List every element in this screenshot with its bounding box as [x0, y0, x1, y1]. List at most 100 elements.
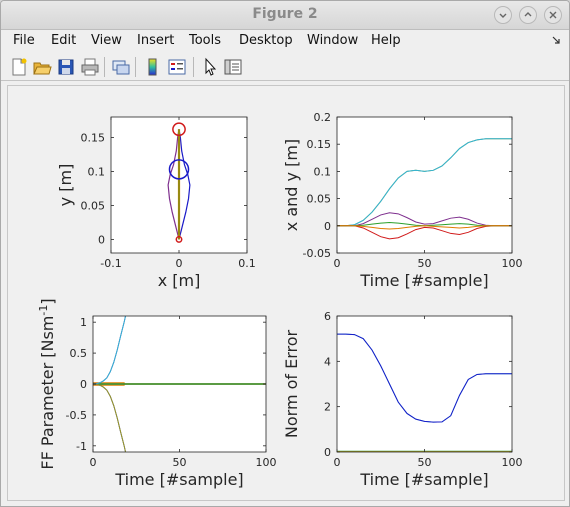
menu-tools[interactable]: Tools [189, 33, 222, 48]
y-axis-label-text: FF Parameter [Nsm [38, 316, 57, 470]
new-figure-icon[interactable] [9, 57, 29, 77]
series-line-2 [337, 138, 512, 227]
menu-bar: File Edit View Insert Tools Desktop Wind… [1, 30, 569, 52]
x-tick-label: 0 [334, 257, 341, 270]
series-line-6 [337, 225, 512, 230]
series-line-4 [93, 383, 127, 452]
toolbar-separator [135, 57, 136, 77]
legend-icon[interactable] [167, 57, 187, 77]
x-axis-label: Time [#sample] [114, 470, 243, 489]
window-title: Figure 2 [252, 6, 318, 22]
series-line-3 [337, 212, 512, 227]
menu-view[interactable]: View [91, 33, 122, 48]
figure-canvas: -0.1 0 0.1 0 0.05 0.1 0.15 x [m] y [m] 0 50 100 -0.0… [7, 85, 565, 501]
close-icon [549, 11, 557, 19]
y-tick-label: 0.05 [81, 199, 106, 212]
x-axis-label: x [m] [158, 271, 201, 290]
y-tick-label: -0.05 [303, 247, 331, 260]
target-circle-1 [172, 122, 186, 137]
x-tick-label: 0 [176, 257, 183, 270]
y-tick-label: 0.2 [314, 111, 332, 124]
y-tick-label: 0 [324, 220, 331, 233]
menu-insert[interactable]: Insert [137, 33, 175, 48]
y-axis-label-superscript: -1 [37, 305, 50, 316]
x-tick-label: 0 [90, 456, 97, 469]
axes-background [337, 316, 512, 452]
menu-window[interactable]: Window [307, 33, 359, 48]
plot-area [337, 138, 512, 240]
x-tick-label: -0.1 [100, 257, 121, 270]
axes-4[interactable]: 0 50 100 0 2 4 6 Time [#sample] Norm of Error [282, 310, 523, 489]
trajectory-right-curve [178, 129, 191, 240]
y-tick-label: 0 [98, 233, 105, 246]
plot-area [93, 316, 266, 452]
y-tick-label: 4 [324, 355, 331, 368]
target-circle-3 [175, 235, 183, 243]
figure-axes-container: -0.1 0 0.100.050.10.15x [m]y [m]0 50 100-0.0… [37, 111, 523, 489]
axes-3[interactable]: 0 50 100 -1 -0.5 0 0.5 1 Time [#sample] FF Parame… [37, 298, 277, 489]
y-axis-label: x and y [m] [282, 139, 301, 231]
target-circle-2 [168, 159, 190, 180]
y-tick-label: 0.15 [307, 138, 332, 151]
close-button[interactable] [544, 6, 562, 24]
x-tick-label: 0.1 [238, 257, 256, 270]
y-tick-label: 0.05 [307, 193, 332, 206]
y-axis-label-text: y [m] [56, 164, 75, 207]
menu-help[interactable]: Help [371, 33, 401, 48]
x-tick-label: 50 [418, 257, 432, 270]
menu-desktop[interactable]: Desktop [239, 33, 293, 48]
axes-background [337, 117, 512, 253]
x-tick-label: 0 [334, 456, 341, 469]
print-icon[interactable] [80, 57, 100, 77]
maximize-button[interactable] [519, 6, 537, 24]
trajectory-left-curve [167, 129, 180, 240]
x-tick-label: 100 [502, 257, 523, 270]
series-line-2 [93, 316, 127, 385]
y-tick-label: 0 [80, 378, 87, 391]
menu-file[interactable]: File [13, 33, 35, 48]
toolbar-separator [104, 57, 105, 77]
minimize-button[interactable] [494, 6, 512, 24]
toolbar [1, 53, 569, 81]
link-icon[interactable] [111, 57, 131, 77]
y-tick-label: 0 [324, 446, 331, 459]
x-tick-label: 100 [256, 456, 277, 469]
y-tick-label: -1 [76, 440, 87, 453]
series-line-4 [337, 225, 512, 240]
minimize-icon [499, 13, 507, 18]
y-axis-label: FF Parameter [Nsm-1] [37, 298, 57, 469]
y-axis-label: Norm of Error [282, 329, 301, 438]
y-tick-label: 0.1 [88, 165, 106, 178]
y-axis-label-text: Norm of Error [282, 329, 301, 438]
x-tick-label: 100 [502, 456, 523, 469]
dock-arrow-icon[interactable] [552, 36, 560, 44]
y-tick-label: 2 [324, 401, 331, 414]
menu-edit[interactable]: Edit [51, 33, 77, 48]
save-icon[interactable] [56, 57, 76, 77]
y-axis-label: y [m] [56, 164, 75, 207]
pointer-icon[interactable] [200, 57, 220, 77]
open-file-icon[interactable] [32, 57, 52, 77]
x-axis-label: Time [#sample] [359, 271, 488, 290]
y-tick-label: 1 [80, 316, 87, 329]
title-bar[interactable]: Figure 2 [1, 1, 569, 30]
series-line-2 [337, 333, 512, 423]
x-axis-label: Time [#sample] [359, 470, 488, 489]
y-tick-label: 0.5 [70, 347, 88, 360]
x-tick-label: 50 [173, 456, 187, 469]
property-editor-icon[interactable] [223, 57, 243, 77]
toolbar-separator [193, 57, 194, 77]
y-tick-label: 6 [324, 310, 331, 323]
y-axis-label-text: x and y [m] [282, 139, 301, 231]
colorbar-icon[interactable] [143, 57, 163, 77]
y-tick-label: -0.5 [66, 409, 87, 422]
y-tick-label: 0.15 [81, 131, 106, 144]
plot-area [167, 122, 191, 243]
x-tick-label: 50 [418, 456, 432, 469]
y-axis-label-end: ] [38, 298, 57, 304]
y-tick-label: 0.1 [314, 165, 332, 178]
axes-1[interactable]: -0.1 0 0.1 0 0.05 0.1 0.15 x [m] y [m] [56, 116, 256, 290]
maximize-icon [524, 12, 532, 17]
